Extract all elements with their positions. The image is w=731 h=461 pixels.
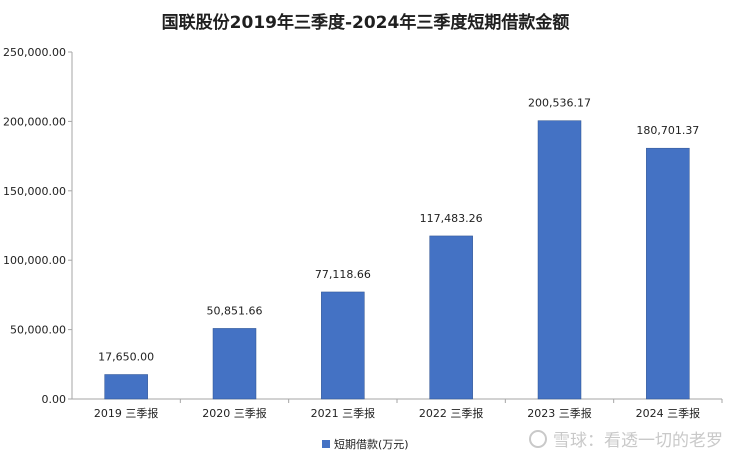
snowball-logo-icon: [529, 429, 547, 448]
y-tick-label: 250,000.00: [3, 46, 66, 59]
y-tick-label: 150,000.00: [3, 185, 66, 198]
bar: [321, 291, 365, 400]
data-label: 50,851.66: [207, 304, 263, 317]
watermark: 雪球：看透一切的老罗: [529, 426, 723, 451]
watermark-text: 雪球：看透一切的老罗: [553, 431, 723, 451]
data-label: 77,118.66: [315, 268, 371, 281]
x-tick-label: 2023 三季报: [527, 406, 592, 420]
x-axis-ticks: 2019 三季报 2020 三季报 2021 三季报 2022 三季报 2023 三季报…: [94, 399, 723, 420]
data-label: 200,536.17: [528, 97, 591, 110]
y-tick-label: 0.00: [42, 393, 67, 406]
y-tick-label: 50,000.00: [10, 324, 66, 337]
bar: [429, 235, 473, 400]
x-tick-label: 2019 三季报: [94, 406, 159, 420]
y-axis-ticks: 0.00 50,000.00 100,000.00 150,000.00 200,000…: [3, 46, 72, 406]
bars: [104, 120, 690, 400]
y-tick-label: 200,000.00: [3, 115, 66, 128]
axes: [71, 52, 722, 400]
bar: [646, 147, 690, 400]
x-tick-label: 2021 三季报: [311, 406, 376, 420]
bar: [212, 328, 257, 400]
data-label: 117,483.26: [420, 212, 483, 225]
legend: 短期借款(万元): [322, 436, 409, 452]
data-label: 17,650.00: [98, 351, 154, 364]
legend-swatch: [322, 440, 330, 448]
bar: [104, 374, 148, 400]
x-tick-label: 2024 三季报: [636, 406, 701, 420]
legend-label: 短期借款(万元): [334, 438, 409, 451]
data-label: 180,701.37: [636, 124, 699, 137]
x-tick-label: 2022 三季报: [419, 406, 484, 420]
y-tick-label: 100,000.00: [3, 254, 66, 267]
chart-title: 国联股份2019年三季度-2024年三季度短期借款金额: [161, 13, 570, 33]
data-labels: 17,650.00 50,851.66 77,118.66 117,483.26 200…: [98, 97, 699, 364]
bar: [537, 120, 582, 400]
x-tick-label: 2020 三季报: [202, 406, 267, 420]
